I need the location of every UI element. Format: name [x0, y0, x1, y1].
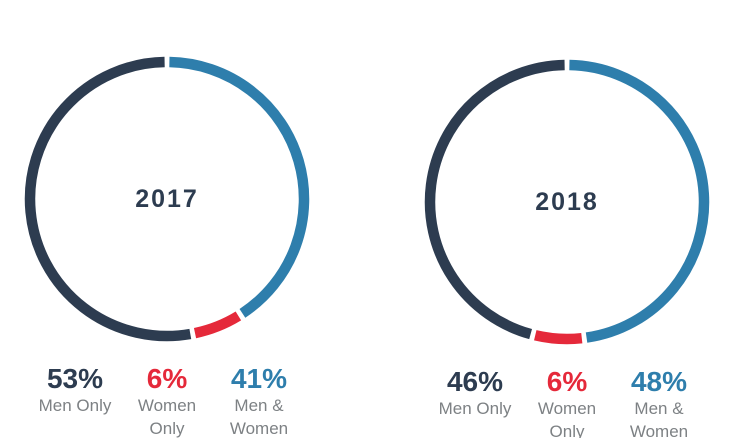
chart-block-2017: 2017 53% Men Only 6% Women Only 41% Men … — [22, 54, 312, 438]
legend-label: Only — [149, 419, 185, 438]
legend-label: Men Only — [438, 399, 512, 418]
legend-2017: 53% Men Only 6% Women Only 41% Men & Wom… — [30, 363, 304, 438]
legend-label: Only — [549, 422, 585, 438]
legend-item-men-only: 46% Men Only — [430, 366, 520, 438]
donut-2018: 2018 — [422, 57, 712, 347]
legend-item-men-only: 53% Men Only — [30, 363, 120, 438]
men-women-arc — [569, 59, 710, 343]
donut-ring-2018 — [424, 59, 710, 345]
legend-label: Men & — [634, 399, 684, 418]
donut-ring-2017 — [24, 56, 310, 342]
chart-year-title: 2017 — [135, 184, 199, 213]
legend-value: 46% — [446, 366, 504, 397]
legend-label: Men & — [234, 396, 284, 415]
chart-block-2018: 2018 46% Men Only 6% Women Only 48% Men … — [422, 57, 712, 438]
legend-value: 41% — [230, 363, 288, 394]
legend-item-men-women: 41% Men & Women — [214, 363, 304, 438]
legend-item-women-only: 6% Women Only — [522, 366, 612, 438]
men-women-arc — [169, 56, 310, 318]
legend-value: 6% — [146, 363, 188, 394]
legend-2018: 46% Men Only 6% Women Only 48% Men & Wom… — [430, 366, 704, 438]
men-only-arc — [424, 59, 565, 340]
legend-label: Women — [137, 396, 197, 415]
women-only-arc — [534, 330, 583, 345]
men-only-arc — [24, 56, 192, 342]
legend-item-men-women: 48% Men & Women — [614, 366, 704, 438]
legend-label: Men Only — [38, 396, 112, 415]
legend-item-women-only: 6% Women Only — [122, 363, 212, 438]
legend-value: 6% — [546, 366, 588, 397]
women-only-arc — [193, 311, 242, 339]
legend-value: 48% — [630, 366, 688, 397]
legend-label: Women — [629, 422, 689, 438]
chart-year-title: 2018 — [535, 187, 599, 216]
legend-label: Women — [537, 399, 597, 418]
legend-label: Women — [229, 419, 289, 438]
legend-value: 53% — [46, 363, 104, 394]
donut-2017: 2017 — [22, 54, 312, 344]
